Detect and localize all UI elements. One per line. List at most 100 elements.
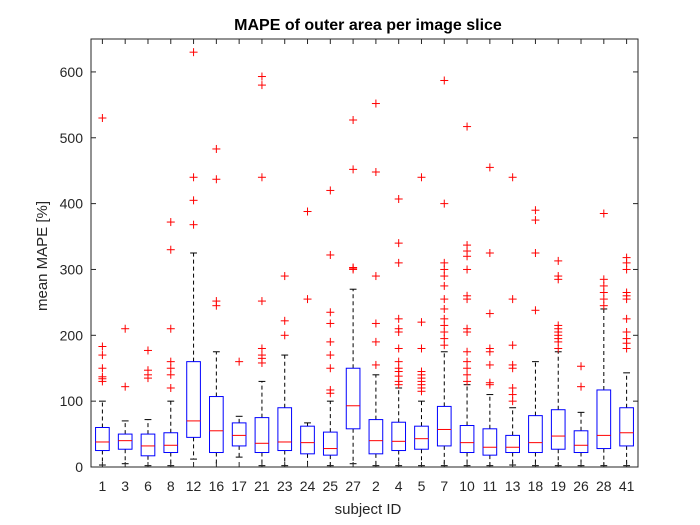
outlier-marker bbox=[599, 275, 608, 284]
outlier-marker bbox=[463, 122, 472, 131]
outlier-marker bbox=[326, 364, 335, 373]
x-tick-label: 4 bbox=[395, 478, 403, 494]
outlier-marker bbox=[577, 362, 586, 371]
y-tick-label: 100 bbox=[60, 393, 84, 409]
iqr-box bbox=[322, 431, 338, 456]
x-tick-label: 10 bbox=[459, 478, 475, 494]
box-26 bbox=[573, 362, 589, 467]
outlier-marker bbox=[554, 321, 563, 330]
outlier-marker bbox=[440, 76, 449, 85]
box-23 bbox=[277, 272, 293, 467]
outlier-marker bbox=[440, 199, 449, 208]
outlier-marker bbox=[485, 163, 494, 172]
outlier-marker bbox=[143, 366, 152, 375]
iqr-box bbox=[209, 396, 224, 454]
outlier-marker bbox=[485, 344, 494, 353]
outlier-marker bbox=[531, 206, 540, 215]
outlier-marker bbox=[143, 346, 152, 355]
outlier-marker bbox=[326, 337, 335, 346]
outlier-marker bbox=[371, 272, 380, 281]
box-16 bbox=[209, 144, 224, 468]
box-17 bbox=[231, 357, 247, 458]
outlier-marker bbox=[440, 258, 449, 267]
box-13 bbox=[505, 173, 520, 466]
outlier-marker bbox=[212, 297, 221, 306]
outlier-marker bbox=[371, 319, 380, 328]
x-tick-label: 16 bbox=[209, 478, 225, 494]
outlier-marker bbox=[417, 173, 426, 182]
x-tick-label: 21 bbox=[254, 478, 270, 494]
outlier-marker bbox=[326, 308, 335, 317]
outlier-marker bbox=[394, 344, 403, 353]
box-10 bbox=[459, 122, 475, 467]
x-tick-label: 23 bbox=[277, 478, 293, 494]
outlier-marker bbox=[166, 383, 175, 392]
box-27 bbox=[345, 115, 361, 465]
x-tick-label: 7 bbox=[440, 478, 448, 494]
outlier-marker bbox=[349, 263, 358, 272]
box-5 bbox=[414, 173, 429, 467]
outlier-marker bbox=[303, 207, 312, 216]
outlier-marker bbox=[212, 144, 221, 153]
y-axis: 0 100 200 300 400 500 600 bbox=[60, 64, 638, 475]
outlier-marker bbox=[577, 382, 586, 391]
y-tick-label: 300 bbox=[60, 261, 84, 277]
x-axis: 1 3 6 8 12 16 17 21 23 24 25 27 2 4 5 7 10 11 13 18 19 26 28 41 bbox=[98, 39, 635, 494]
x-tick-label: 2 bbox=[372, 478, 380, 494]
x-tick-label: 19 bbox=[550, 478, 566, 494]
outlier-marker bbox=[463, 324, 472, 333]
box-8 bbox=[163, 218, 179, 467]
iqr-box bbox=[300, 425, 315, 455]
x-tick-label: 17 bbox=[231, 478, 247, 494]
outlier-marker bbox=[417, 367, 426, 376]
outlier-marker bbox=[121, 324, 130, 333]
x-tick-label: 8 bbox=[167, 478, 175, 494]
outlier-marker bbox=[531, 249, 540, 257]
iqr-box bbox=[117, 433, 133, 450]
box-19 bbox=[550, 256, 566, 467]
outlier-marker bbox=[417, 318, 426, 327]
outlier-marker bbox=[531, 306, 540, 315]
outlier-marker bbox=[326, 319, 335, 328]
iqr-box bbox=[573, 430, 589, 454]
outlier-marker bbox=[463, 291, 472, 300]
outlier-marker bbox=[622, 314, 631, 323]
outlier-marker bbox=[371, 337, 380, 346]
outlier-marker bbox=[326, 385, 335, 394]
y-tick-label: 0 bbox=[75, 459, 83, 475]
outlier-marker bbox=[394, 258, 403, 267]
outlier-marker bbox=[394, 357, 403, 366]
outlier-marker bbox=[280, 316, 289, 325]
outlier-marker bbox=[98, 351, 107, 360]
outlier-marker bbox=[508, 383, 517, 392]
outlier-marker bbox=[280, 272, 289, 281]
iqr-box bbox=[550, 409, 566, 450]
outlier-marker bbox=[371, 168, 380, 177]
box-3 bbox=[117, 324, 133, 465]
iqr-box bbox=[459, 425, 475, 454]
outlier-marker bbox=[508, 295, 517, 304]
iqr-box bbox=[231, 422, 247, 447]
outlier-marker bbox=[166, 245, 175, 254]
y-tick-label: 600 bbox=[60, 64, 84, 80]
outlier-marker bbox=[485, 249, 494, 257]
iqr-box bbox=[277, 407, 293, 452]
box-2 bbox=[368, 99, 384, 467]
iqr-box bbox=[163, 432, 179, 454]
outlier-marker bbox=[463, 347, 472, 356]
outlier-marker bbox=[189, 48, 198, 57]
y-tick-label: 200 bbox=[60, 327, 84, 343]
outlier-marker bbox=[417, 344, 426, 353]
outlier-marker bbox=[485, 360, 494, 369]
outlier-marker bbox=[98, 342, 107, 351]
outlier-marker bbox=[189, 173, 198, 182]
x-tick-label: 1 bbox=[98, 478, 106, 494]
x-tick-label: 27 bbox=[345, 478, 361, 494]
x-tick-label: 5 bbox=[418, 478, 426, 494]
outlier-marker bbox=[98, 364, 107, 373]
outlier-marker bbox=[508, 173, 517, 182]
iqr-box bbox=[186, 361, 201, 438]
box-1 bbox=[95, 114, 110, 466]
